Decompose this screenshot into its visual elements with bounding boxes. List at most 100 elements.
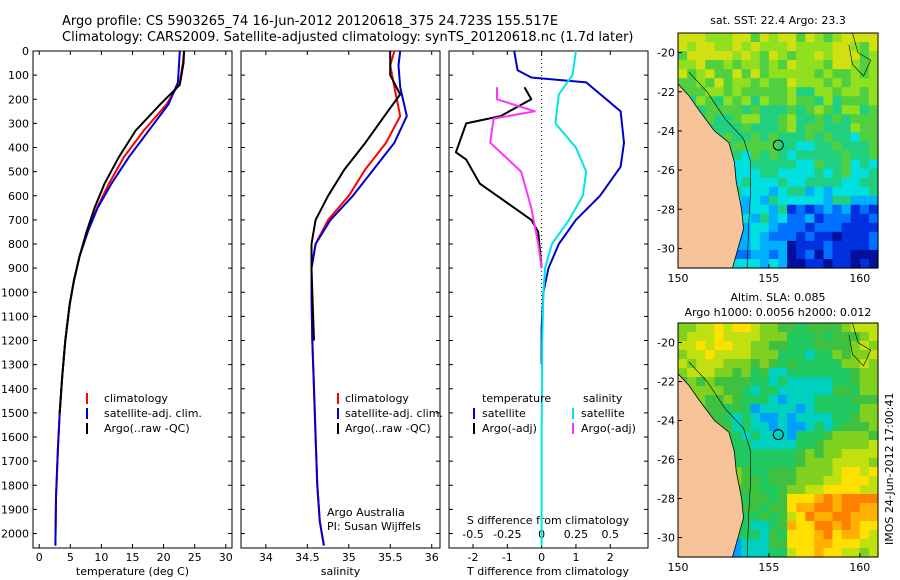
map-cell — [750, 521, 761, 531]
map-cell — [814, 422, 825, 432]
map-cell — [768, 341, 779, 351]
map-cell — [759, 231, 770, 242]
map-cell — [868, 87, 879, 97]
map-cell — [841, 458, 852, 468]
map-cell — [750, 413, 761, 423]
map-cell — [805, 404, 815, 414]
map-cell — [696, 42, 706, 52]
map-cell — [796, 150, 806, 161]
header-line-1: Argo profile: CS 5903265_74 16-Jun-2012 … — [62, 14, 559, 29]
map-cell — [796, 114, 806, 124]
map-cell — [805, 87, 815, 97]
map-cell — [787, 78, 797, 88]
shelf-contour — [688, 361, 752, 558]
map-cell — [814, 186, 825, 197]
map-cell — [759, 259, 770, 269]
map-cell — [832, 42, 843, 52]
map-cell — [814, 413, 825, 423]
legend-label: Argo(..raw -QC) — [104, 422, 190, 435]
map-cell — [714, 42, 725, 52]
map-cell — [723, 33, 734, 43]
map-cell — [832, 548, 843, 558]
map-cell — [759, 449, 770, 459]
map-cell — [814, 512, 825, 522]
map-cell — [759, 78, 770, 88]
x-tick-label: -2 — [468, 551, 479, 564]
map-cell — [778, 213, 788, 224]
map-cell — [723, 377, 734, 387]
map-cell — [859, 350, 870, 360]
map-cell — [805, 368, 815, 378]
map-cell — [778, 231, 788, 242]
map-cell — [859, 114, 870, 124]
map-cell — [787, 449, 797, 459]
map-cell — [750, 78, 761, 88]
map-cell — [759, 60, 770, 70]
legend-heading: salinity — [583, 392, 623, 405]
map-cell — [778, 494, 788, 504]
map-cell — [787, 377, 797, 387]
map-cell — [850, 195, 861, 206]
map-cell — [723, 386, 734, 396]
map-cell — [868, 539, 879, 549]
map-cell — [850, 159, 861, 170]
map-cell — [678, 323, 688, 333]
map-cell — [823, 413, 834, 423]
map-cell — [823, 240, 834, 251]
map-cell — [796, 368, 806, 378]
map-cell — [723, 341, 734, 351]
map-cell — [759, 132, 770, 142]
map-cell — [778, 386, 788, 396]
map-cell — [787, 240, 797, 251]
map-cell — [868, 341, 879, 351]
legend-label: satellite — [482, 407, 526, 420]
map-cell — [732, 141, 743, 152]
map-cell — [778, 449, 788, 459]
map-cell — [714, 60, 725, 70]
map-cell — [841, 440, 852, 450]
map-title-line-2: Argo h1000: 0.0056 h2000: 0.012 — [685, 306, 872, 319]
map-cell — [796, 332, 806, 342]
map-cell — [796, 213, 806, 224]
map-cell — [741, 503, 752, 513]
map-cell — [796, 195, 806, 206]
map-cell — [814, 150, 825, 161]
map-cell — [832, 51, 843, 61]
map-cell — [696, 377, 706, 387]
map-cell — [778, 51, 788, 61]
map-cell — [714, 413, 725, 423]
map-cell — [805, 114, 815, 124]
map-cell — [687, 341, 697, 351]
map-cell — [832, 159, 843, 170]
map-cell — [805, 503, 815, 513]
map-cell — [841, 341, 852, 351]
map-cell — [705, 404, 715, 414]
map-cell — [841, 177, 852, 188]
map-cell — [841, 395, 852, 405]
map-cell — [768, 350, 779, 360]
map-cell — [759, 413, 770, 423]
map-cell — [850, 332, 861, 342]
map-cell — [750, 123, 761, 133]
map-cell — [868, 114, 879, 124]
map-cell — [687, 377, 697, 387]
map-cell — [805, 96, 815, 106]
map-cell — [750, 141, 761, 152]
map-cell — [814, 42, 825, 52]
map-cell — [823, 51, 834, 61]
map-cell — [732, 177, 743, 188]
map-cell — [741, 69, 752, 79]
map-cell — [705, 323, 715, 333]
map-cell — [759, 150, 770, 161]
map-cell — [759, 503, 770, 513]
map-cell — [778, 87, 788, 97]
map-cell — [850, 123, 861, 133]
credit-line-2: PI: Susan Wijffels — [327, 520, 421, 533]
series-line-s-satellite — [540, 50, 588, 546]
map-cell — [741, 467, 752, 477]
map-cell — [805, 231, 815, 242]
map-cell — [814, 168, 825, 179]
map-cell — [796, 458, 806, 468]
map-cell — [768, 177, 779, 188]
map-cell — [732, 395, 743, 405]
